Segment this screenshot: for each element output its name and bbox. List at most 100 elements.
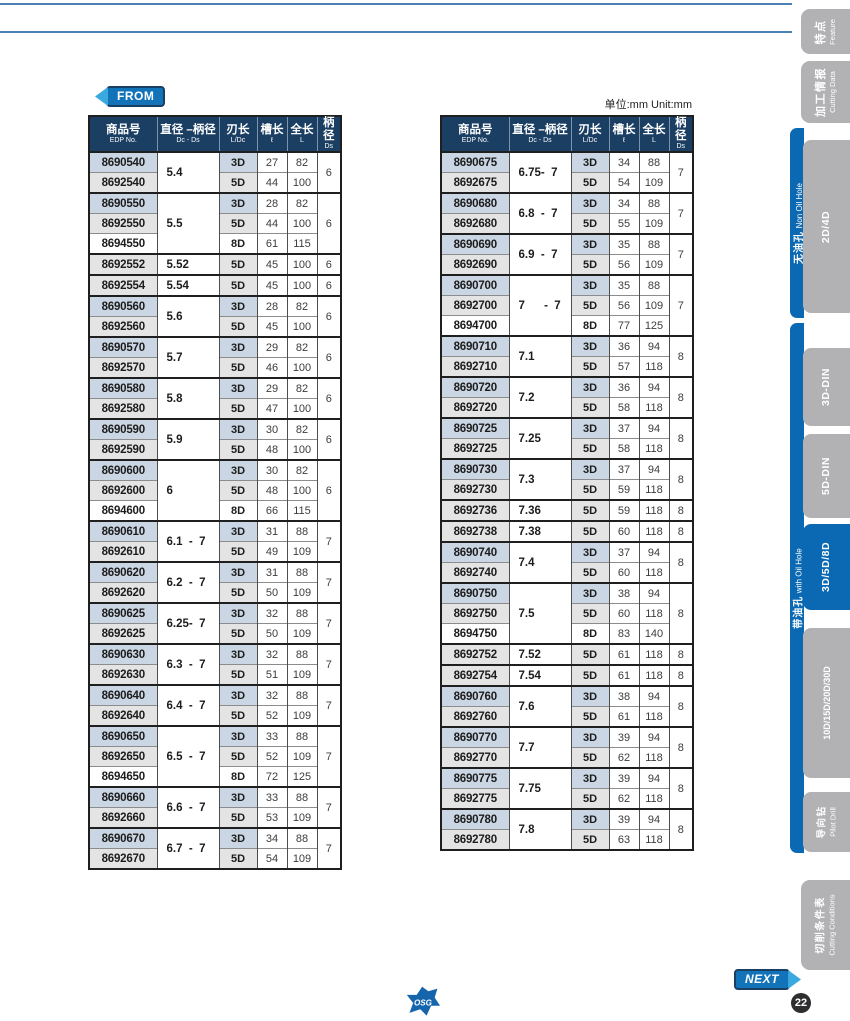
shank-dia-cell: 8	[668, 335, 693, 377]
diameter-cell: 6.1 - 7	[156, 520, 219, 562]
diameter-cell: 6.3 - 7	[156, 643, 219, 685]
diameter-cell: 7.75	[508, 767, 571, 809]
groove-length-cell: 58	[608, 438, 639, 459]
overall-length-cell: 118	[638, 438, 669, 459]
shank-dia-cell: 8	[668, 767, 693, 809]
table-row: 8692675 5D 54 109	[441, 172, 693, 193]
edp-cell: 8690720	[441, 376, 509, 398]
groove-length-cell: 29	[256, 336, 287, 358]
groove-length-cell: 59	[608, 479, 639, 500]
edp-cell: 8690690	[441, 233, 509, 255]
groove-length-cell: 66	[256, 500, 287, 521]
flute-length-ratio-cell: 5D	[570, 172, 609, 193]
table-row: 8690760 7.6 3D 38 94 8	[441, 685, 693, 727]
flute-length-ratio-cell: 5D	[218, 664, 257, 685]
edp-cell: 8690725	[441, 417, 509, 439]
table-row: 8692780 5D 63 118	[441, 829, 693, 850]
edp-cell: 8690675	[441, 151, 509, 173]
edp-cell: 8692610	[89, 541, 157, 562]
overall-length-cell: 94	[638, 685, 669, 707]
edp-cell: 8690740	[441, 541, 509, 563]
column-header: 柄径 Ds	[316, 116, 341, 153]
shank-dia-cell: 6	[316, 295, 341, 337]
flute-length-ratio-cell: 3D	[218, 725, 257, 747]
groove-length-cell: 51	[256, 664, 287, 685]
flute-length-ratio-cell: 3D	[570, 726, 609, 748]
flute-length-ratio-cell: 3D	[570, 458, 609, 480]
table-row: 8692552 5.52 5D 45 100 6	[89, 253, 341, 275]
flute-length-ratio-cell: 8D	[218, 766, 257, 787]
shank-dia-cell: 8	[668, 417, 693, 459]
overall-length-cell: 109	[638, 254, 669, 275]
table-row: 8690570 5.7 3D 29 82 6	[89, 336, 341, 378]
table-row: 8692640 5D 52 109	[89, 705, 341, 726]
table-row: 8692650 5D 52 109	[89, 746, 341, 767]
tab-10d15d20d30d[interactable]: 10D/15D/20D/30D	[803, 628, 850, 778]
groove-length-cell: 33	[256, 786, 287, 808]
tab-3d-din[interactable]: 3D-DIN	[803, 348, 850, 426]
groove-length-cell: 34	[256, 827, 287, 849]
diameter-cell: 7.36	[508, 499, 571, 521]
table-row: 8690600 6 3D 30 82 6	[89, 459, 341, 521]
tab-5d-din[interactable]: 5D-DIN	[803, 434, 850, 518]
groove-length-cell: 49	[256, 541, 287, 562]
flute-length-ratio-cell: 8D	[570, 623, 609, 644]
overall-length-cell: 94	[638, 335, 669, 357]
tab-feature[interactable]: 特点 Feature	[801, 9, 850, 54]
tab-cutting-data[interactable]: 加工情报 Cutting Data	[801, 61, 850, 123]
edp-cell: 8692750	[441, 603, 509, 624]
diameter-cell: 7.6	[508, 685, 571, 727]
flute-length-ratio-cell: 5D	[218, 439, 257, 460]
groove-length-cell: 62	[608, 788, 639, 809]
tab-pilot-drill[interactable]: 导向钻 Pilot Drill	[803, 792, 850, 852]
next-button[interactable]: NEXT	[734, 969, 802, 990]
shank-dia-cell: 8	[668, 458, 693, 500]
edp-cell: 8692640	[89, 705, 157, 726]
flute-length-ratio-cell: 5D	[218, 398, 257, 419]
from-button[interactable]: FROM	[95, 86, 166, 107]
table-row: 8692770 5D 62 118	[441, 747, 693, 768]
table-row: 8690720 7.2 3D 36 94 8	[441, 376, 693, 418]
diameter-cell: 7.8	[508, 808, 571, 850]
table-row: 8690540 5.4 3D 27 82 6	[89, 151, 341, 193]
groove-length-cell: 32	[256, 684, 287, 706]
edp-cell: 8692670	[89, 848, 157, 869]
diameter-cell: 6.6 - 7	[156, 786, 219, 828]
flute-length-ratio-cell: 3D	[570, 582, 609, 604]
tab-cutting-conditions[interactable]: 切削条件表 Cutting Conditions	[801, 880, 850, 970]
overall-length-cell: 94	[638, 417, 669, 439]
overall-length-cell: 109	[286, 807, 317, 828]
groove-length-cell: 59	[608, 499, 639, 521]
edp-cell: 8692700	[441, 295, 509, 316]
flute-length-ratio-cell: 5D	[218, 316, 257, 337]
diameter-cell: 7.5	[508, 582, 571, 644]
flute-length-ratio-cell: 5D	[570, 603, 609, 624]
flute-length-ratio-cell: 5D	[218, 480, 257, 501]
overall-length-cell: 88	[286, 643, 317, 665]
edp-cell: 8690760	[441, 685, 509, 707]
tab-3d5d8d-active[interactable]: 3D/5D/8D	[803, 524, 850, 610]
groove-length-cell: 36	[608, 376, 639, 398]
overall-length-cell: 82	[286, 295, 317, 317]
overall-length-cell: 88	[286, 520, 317, 542]
right-table: 商品号 EDP No. 直径 –柄径 Dc - Ds 刃长 L/Dc 槽长 ℓ 全长 L 柄径 Ds 8…	[440, 115, 694, 851]
flute-length-ratio-cell: 5D	[218, 357, 257, 378]
edp-cell: 8690540	[89, 151, 157, 173]
edp-cell: 8690650	[89, 725, 157, 747]
tab-feature-zh: 特点	[814, 19, 827, 45]
overall-length-cell: 100	[286, 172, 317, 193]
table-row: 8692754 7.54 5D 61 118 8	[441, 664, 693, 686]
groove-length-cell: 38	[608, 582, 639, 604]
overall-length-cell: 118	[638, 499, 669, 521]
table-row: 8692630 5D 51 109	[89, 664, 341, 685]
shank-dia-cell: 7	[668, 233, 693, 275]
groove-length-cell: 62	[608, 747, 639, 768]
groove-length-cell: 37	[608, 541, 639, 563]
overall-length-cell: 118	[638, 643, 669, 665]
tab-2d4d[interactable]: 2D/4D	[803, 140, 850, 313]
overall-length-cell: 109	[286, 541, 317, 562]
edp-cell: 8694550	[89, 233, 157, 254]
shank-dia-cell: 8	[668, 808, 693, 850]
overall-length-cell: 94	[638, 726, 669, 748]
